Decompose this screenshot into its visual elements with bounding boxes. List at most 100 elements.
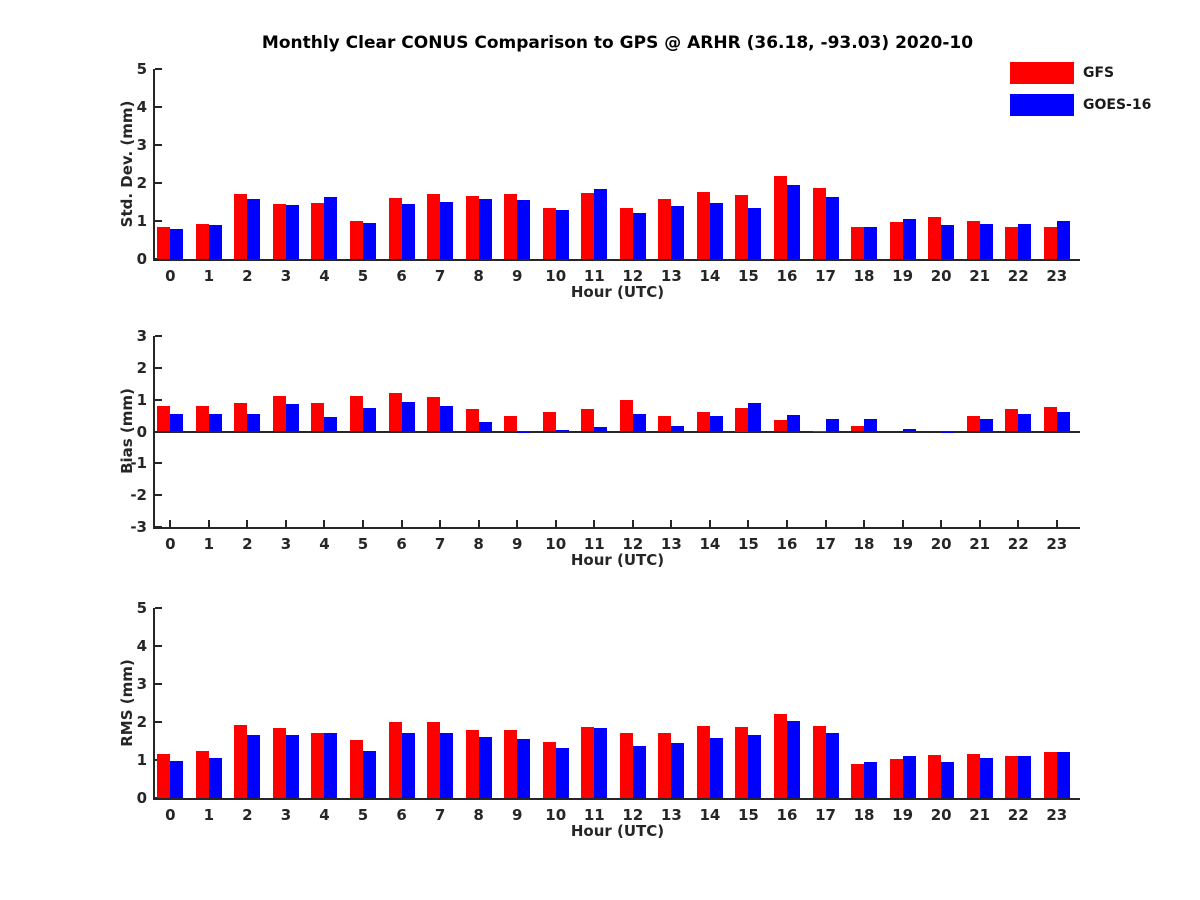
x-tick — [1017, 520, 1020, 527]
bar-goes16-h14 — [709, 202, 723, 259]
y-axis-line-rms — [153, 608, 155, 800]
y-tick — [155, 526, 162, 528]
x-tick-label: 7 — [434, 535, 446, 553]
y-axis-line-stddev — [153, 69, 155, 261]
x-tick — [439, 520, 442, 527]
bar-goes16-h16 — [786, 414, 800, 432]
x-tick-label: 1 — [203, 535, 215, 553]
x-tick — [785, 520, 788, 527]
x-tick-label: 7 — [434, 267, 446, 285]
bar-gfs-h1 — [195, 223, 209, 259]
bar-goes16-h22 — [1018, 756, 1032, 798]
bar-goes16-h14 — [709, 738, 723, 798]
x-axis-label-rms: Hour (UTC) — [570, 822, 665, 840]
bar-gfs-h10 — [542, 412, 556, 432]
bar-goes16-h12 — [632, 413, 646, 432]
bar-gfs-h21 — [966, 754, 980, 798]
bar-gfs-h8 — [465, 409, 479, 432]
y-tick — [155, 335, 162, 337]
x-tick-label: 21 — [969, 535, 991, 553]
x-tick — [362, 520, 364, 527]
x-tick-label: 12 — [622, 806, 644, 824]
bar-goes16-h23 — [1056, 411, 1070, 432]
bar-goes16-h16 — [786, 721, 800, 798]
y-tick — [155, 366, 162, 369]
x-tick-label: 5 — [357, 806, 369, 824]
bar-goes16-h3 — [285, 204, 299, 259]
bar-goes16-h20 — [941, 225, 955, 259]
x-axis-line-rms — [153, 798, 1080, 800]
bar-goes16-h14 — [709, 416, 723, 432]
bar-goes16-h17 — [825, 733, 839, 798]
x-tick — [169, 520, 172, 527]
x-axis-label-stddev: Hour (UTC) — [570, 283, 665, 301]
x-tick — [284, 520, 287, 527]
bar-gfs-h0 — [157, 226, 171, 259]
bar-gfs-h10 — [542, 208, 556, 259]
bar-goes16-h22 — [1018, 413, 1032, 432]
legend-label-goes16: GOES-16 — [1083, 97, 1152, 113]
plot-area-rms: 0 1 2 3 4 5 0 1 2 3 4 5 6 7 8 9 10 11 12 13 14 15 16 17 18 19 20 21… — [137, 599, 1080, 824]
x-tick-label: 19 — [892, 267, 914, 285]
y-tick — [155, 645, 162, 647]
x-tick — [477, 520, 480, 527]
bar-goes16-h18 — [864, 761, 878, 798]
y-tick — [155, 462, 162, 465]
bar-goes16-h7 — [440, 406, 454, 432]
x-tick-label: 10 — [545, 267, 567, 285]
x-tick-label: 5 — [357, 267, 369, 285]
x-tick-label: 0 — [165, 267, 176, 285]
bar-goes16-h5 — [363, 222, 376, 259]
x-tick-label: 1 — [203, 267, 215, 285]
y-tick-label: -3 — [130, 518, 147, 536]
bar-goes16-h8 — [478, 199, 492, 259]
bar-goes16-h9 — [517, 200, 531, 259]
x-tick — [554, 520, 557, 527]
bar-goes16-h19 — [902, 428, 916, 432]
legend-swatch-gfs — [1010, 62, 1074, 84]
bar-gfs-h13 — [658, 733, 672, 798]
x-tick-label: 13 — [660, 535, 682, 553]
bar-goes16-h20 — [941, 761, 955, 798]
y-tick — [155, 607, 162, 609]
x-tick-label: 21 — [969, 267, 991, 285]
bar-goes16-h18 — [864, 418, 878, 432]
y-tick — [155, 797, 162, 799]
x-tick-label: 23 — [1046, 806, 1068, 824]
plot-area-stddev: 0 1 2 3 4 5 0 1 2 3 4 5 6 7 8 9 10 11 12 13 14 15 16 17 18 19 20 21… — [137, 60, 1080, 285]
bar-gfs-h17 — [812, 187, 826, 259]
bar-goes16-h1 — [208, 413, 222, 432]
bar-gfs-h8 — [465, 729, 479, 798]
x-tick — [207, 520, 210, 527]
bar-gfs-h7 — [427, 194, 441, 259]
y-tick — [155, 398, 162, 401]
x-tick-label: 14 — [699, 267, 721, 285]
bar-goes16-h17 — [825, 419, 839, 432]
bar-gfs-h2 — [234, 725, 248, 798]
x-tick-label: 20 — [930, 806, 952, 824]
x-tick-label: 13 — [660, 267, 682, 285]
bar-gfs-h9 — [504, 194, 518, 259]
x-tick-label: 8 — [473, 806, 484, 824]
x-tick-label: 11 — [583, 267, 605, 285]
x-tick-label: 12 — [622, 267, 644, 285]
bar-goes16-h15 — [748, 735, 762, 798]
bar-goes16-h4 — [324, 197, 338, 259]
bar-goes16-h4 — [324, 417, 338, 432]
x-tick-label: 1 — [203, 806, 215, 824]
bar-goes16-h21 — [979, 418, 993, 432]
y-tick-label: 2 — [136, 358, 147, 377]
x-tick-label: 4 — [319, 535, 330, 553]
x-tick — [670, 520, 673, 527]
x-tick-label: 3 — [280, 535, 292, 553]
bar-goes16-h5 — [363, 751, 376, 798]
x-tick-label: 12 — [622, 535, 644, 553]
bar-gfs-h16 — [773, 420, 787, 432]
bar-gfs-h22 — [1005, 226, 1019, 259]
y-tick-label: 5 — [136, 60, 147, 78]
y-tick-label: 1 — [136, 390, 147, 409]
y-tick-label: 1 — [136, 751, 147, 769]
bar-goes16-h15 — [748, 208, 762, 259]
x-axis-line-stddev — [153, 259, 1080, 261]
